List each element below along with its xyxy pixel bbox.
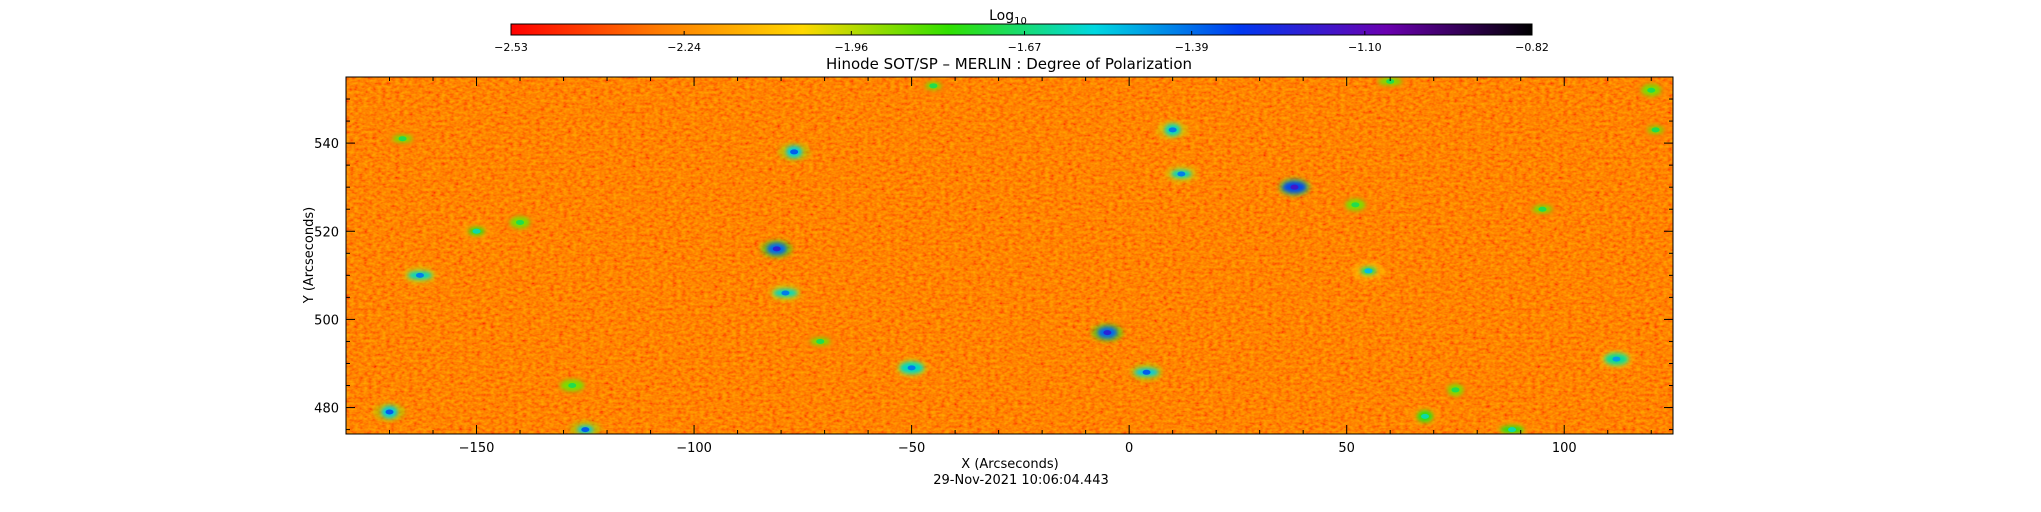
feature-core — [772, 246, 781, 252]
timestamp: 29-Nov-2021 10:06:04.443 — [933, 473, 1109, 488]
feature-core — [1647, 87, 1656, 93]
feature-core — [790, 149, 799, 155]
y-tick-label: 480 — [314, 402, 339, 417]
x-tick-label: 50 — [1338, 441, 1355, 456]
x-tick-label: −100 — [676, 441, 712, 456]
y-axis: 480 500 520 540 — [314, 76, 1673, 431]
feature-core — [1103, 330, 1112, 336]
plot-area — [346, 77, 1673, 434]
colorbar-tick-label: −2.53 — [494, 41, 528, 54]
x-tick-label: 100 — [1552, 441, 1577, 456]
colorbar-label: Log10 — [989, 8, 1027, 27]
x-tick-label: −150 — [459, 441, 495, 456]
x-tick-label: −50 — [898, 441, 925, 456]
feature-core — [1538, 206, 1547, 212]
feature-core — [516, 219, 525, 225]
y-axis-label: Y (Arcseconds) — [302, 207, 317, 304]
feature-core — [1364, 268, 1373, 274]
x-tick-label: 0 — [1125, 441, 1133, 456]
feature-core — [415, 272, 424, 278]
feature-core — [1612, 356, 1621, 362]
plot-frame — [345, 76, 1674, 435]
colorbar-tick-label: −1.67 — [1008, 41, 1042, 54]
feature-core — [1168, 127, 1177, 133]
feature-core — [1142, 369, 1151, 375]
colorbar-tick-label: −1.96 — [834, 41, 868, 54]
y-tick-label: 500 — [314, 313, 339, 328]
feature-core — [1451, 387, 1460, 393]
x-axis-label: X (Arcseconds) — [961, 457, 1058, 472]
y-tick-label: 540 — [314, 137, 339, 152]
x-axis: −150 −100 −50 0 50 100 — [389, 77, 1652, 456]
feature-core — [1386, 78, 1395, 84]
chart-title: Hinode SOT/SP – MERLIN : Degree of Polar… — [826, 55, 1192, 73]
colorbar-tick-label: −1.10 — [1348, 41, 1382, 54]
feature-core — [929, 83, 938, 89]
heatmap-texture — [346, 77, 1673, 434]
colorbar-ticks: −2.53 −2.24 −1.96 −1.67 −1.39 −1.10 −0.82 — [494, 31, 1549, 54]
feature-core — [568, 383, 577, 389]
feature-core — [816, 338, 825, 344]
y-tick-label: 520 — [314, 225, 339, 240]
polarization-features — [373, 77, 1672, 434]
feature-core — [398, 136, 407, 142]
colorbar-tick-label: −2.24 — [667, 41, 701, 54]
feature-core — [1351, 202, 1360, 208]
feature-core — [907, 365, 916, 371]
colorbar: Log10 −2.53 −2.24 −1.96 −1.67 −1.39 −1.10 −0.8… — [494, 8, 1549, 54]
feature-core — [385, 409, 394, 415]
feature-core — [1508, 427, 1517, 433]
feature-core — [1177, 171, 1186, 177]
feature-core — [472, 228, 481, 234]
colorbar-label-sub: 10 — [1014, 16, 1027, 27]
feature-core — [1651, 127, 1660, 133]
feature-core — [581, 427, 590, 433]
feature-core — [781, 290, 790, 296]
feature-core — [1421, 413, 1430, 419]
colorbar-tick-label: −1.39 — [1175, 41, 1209, 54]
feature-core — [1290, 184, 1299, 190]
colorbar-gradient — [510, 23, 1533, 36]
colorbar-tick-label: −0.82 — [1515, 41, 1549, 54]
colorbar-label-main: Log — [989, 8, 1014, 24]
